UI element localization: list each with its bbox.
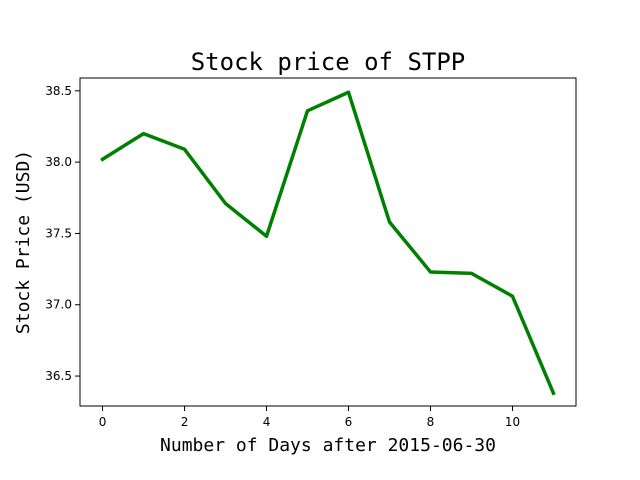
data-point bbox=[510, 294, 514, 298]
series-layer bbox=[100, 90, 556, 396]
data-point bbox=[101, 157, 105, 161]
data-point bbox=[469, 271, 473, 275]
data-point bbox=[142, 132, 146, 136]
data-point bbox=[387, 220, 391, 224]
data-point bbox=[346, 90, 350, 94]
series-line bbox=[100, 90, 556, 396]
y-tick-label: 36.5 bbox=[45, 369, 72, 383]
y-tick-label: 37.0 bbox=[45, 298, 72, 312]
data-point bbox=[224, 201, 228, 205]
data-point bbox=[306, 109, 310, 113]
data-point bbox=[428, 270, 432, 274]
data-point bbox=[183, 147, 187, 151]
x-tick-label: 0 bbox=[99, 415, 107, 429]
y-tick-label: 38.0 bbox=[45, 155, 72, 169]
x-tick-label: 4 bbox=[263, 415, 271, 429]
y-tick-label: 38.5 bbox=[45, 84, 72, 98]
data-point bbox=[551, 391, 555, 395]
chart-title: Stock price of STPP bbox=[191, 48, 466, 76]
plot-area-frame bbox=[79, 77, 577, 407]
x-axis-label: Number of Days after 2015-06-30 bbox=[160, 435, 496, 456]
y-axis-label: Stock Price (USD) bbox=[13, 150, 34, 334]
x-tick-label: 10 bbox=[505, 415, 520, 429]
data-point bbox=[265, 234, 269, 238]
x-tick-label: 8 bbox=[427, 415, 435, 429]
tick-layer: 0 2 4 6 8 10 36.5 37.0 37.5 38.0 38.5 bbox=[45, 84, 520, 429]
x-tick-label: 6 bbox=[345, 415, 353, 429]
y-tick-label: 37.5 bbox=[45, 226, 72, 240]
x-tick-label: 2 bbox=[181, 415, 189, 429]
